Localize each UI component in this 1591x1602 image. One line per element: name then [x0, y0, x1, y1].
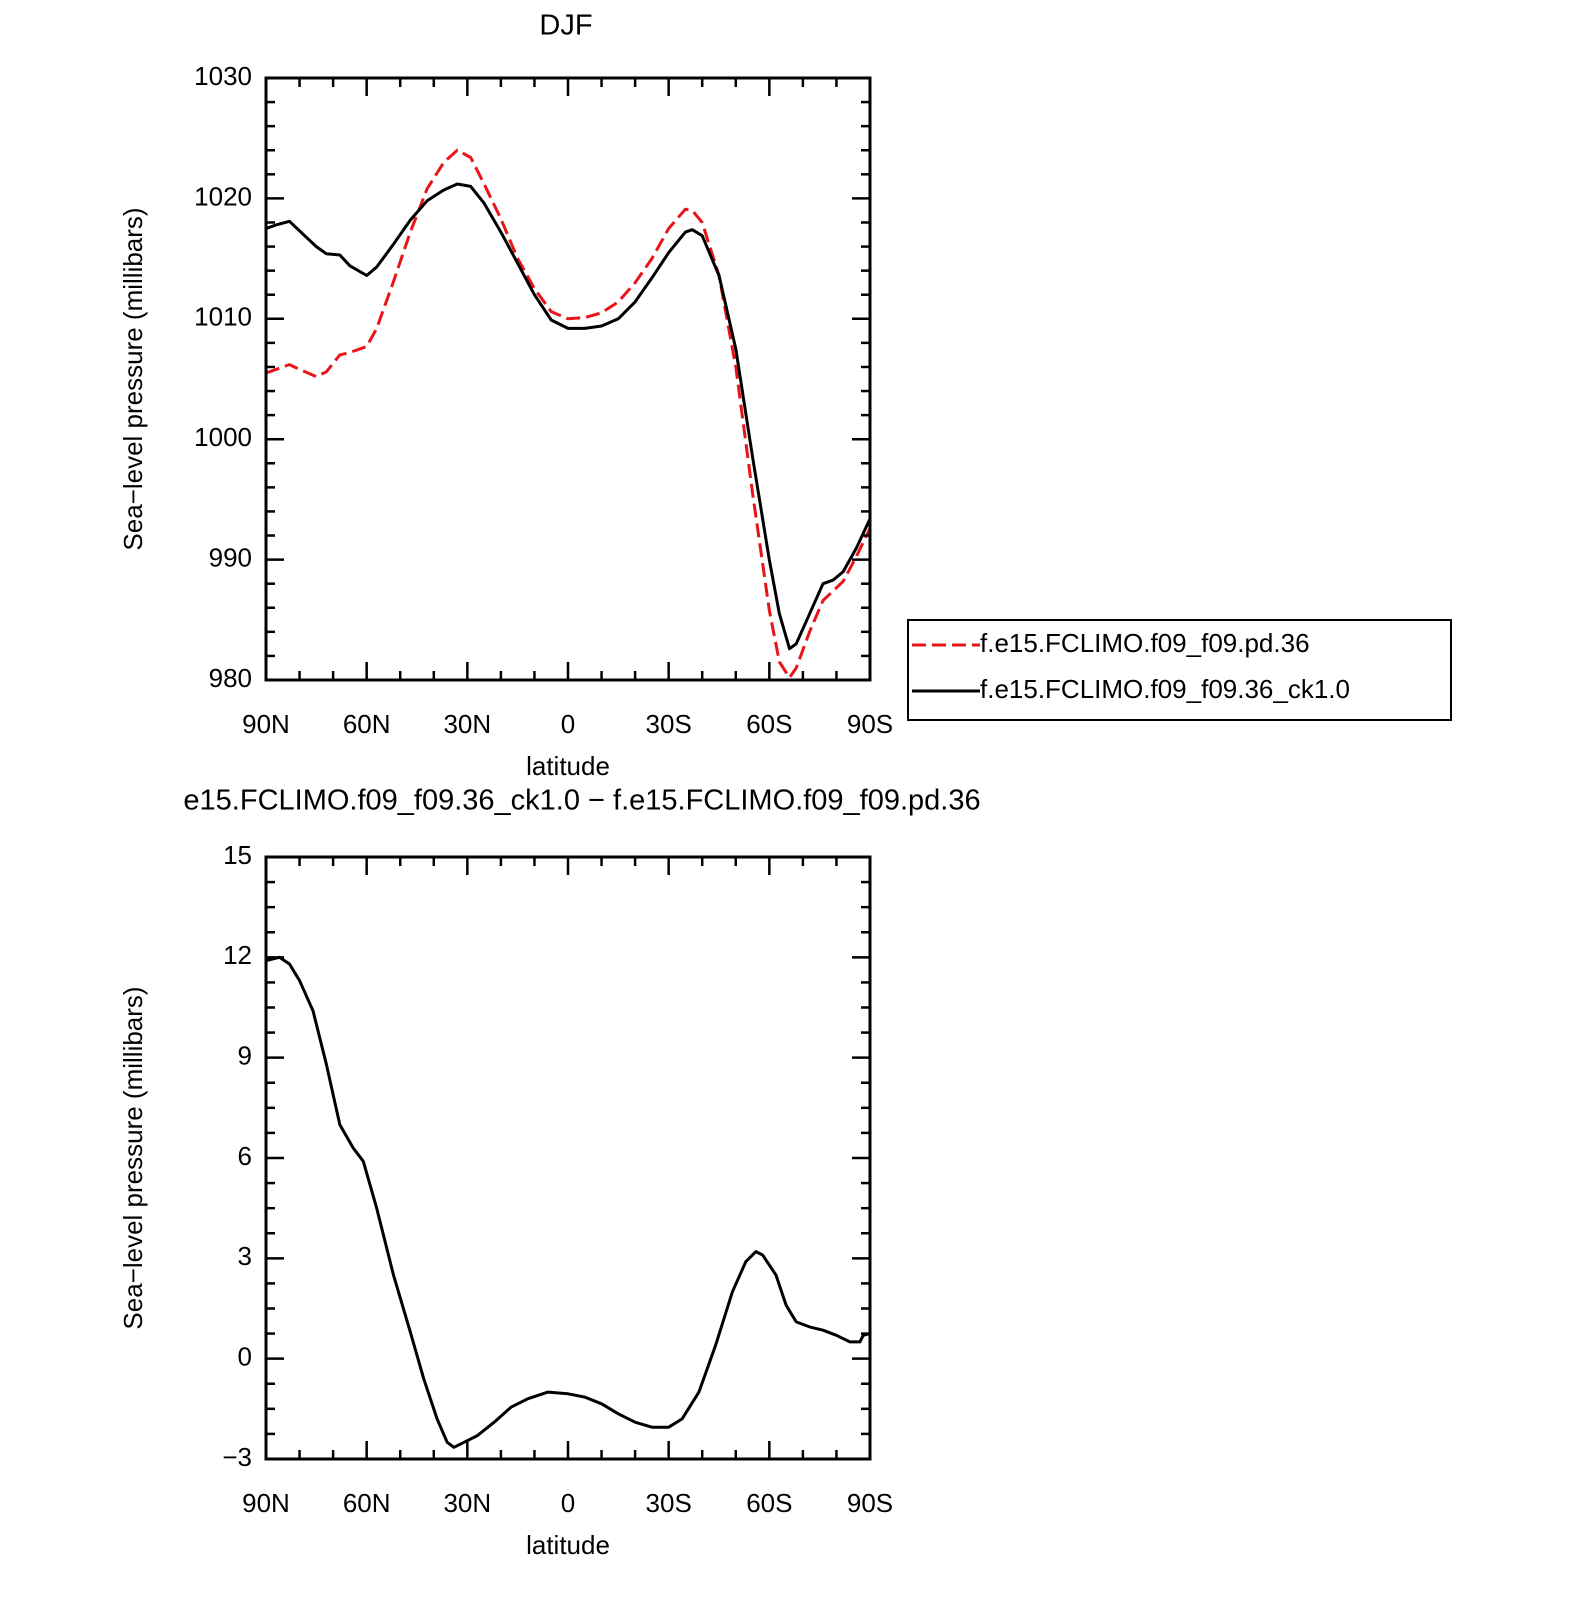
y-tick-label: −3 — [222, 1442, 252, 1472]
y-tick-label: 1030 — [194, 61, 252, 91]
x-tick-label: 30S — [646, 709, 692, 739]
y-tick-label: 1000 — [194, 422, 252, 452]
x-tick-label: 90N — [242, 709, 290, 739]
y-tick-label: 9 — [238, 1041, 252, 1071]
plot-frame — [264, 76, 872, 682]
y-tick-label: 15 — [223, 840, 252, 870]
x-tick-label: 30N — [443, 1488, 491, 1518]
y-tick-label: 1010 — [194, 302, 252, 332]
y-tick-label: 990 — [209, 542, 252, 572]
line — [265, 955, 871, 1449]
y-tick-label: 980 — [209, 663, 252, 693]
y-tick-label: 6 — [238, 1141, 252, 1171]
y-axis-label: Sea−level pressure (millibars) — [118, 986, 148, 1329]
x-tick-label: 60N — [343, 709, 391, 739]
x-tick-label: 60S — [746, 1488, 792, 1518]
x-tick-label: 30N — [443, 709, 491, 739]
x-tick-label: 90S — [847, 1488, 893, 1518]
x-axis-label: latitude — [526, 1530, 610, 1560]
chart-title: e15.FCLIMO.f09_f09.36_ck1.0 − f.e15.FCLI… — [183, 785, 980, 817]
x-tick-label: 0 — [561, 1488, 575, 1518]
y-tick-label: 3 — [238, 1241, 252, 1271]
x-tick-label: 0 — [561, 709, 575, 739]
chart-title: DJF — [539, 10, 592, 42]
y-tick-label: 1020 — [194, 181, 252, 211]
line — [265, 182, 872, 651]
x-tick-label: 60N — [343, 1488, 391, 1518]
legend-box — [907, 619, 1452, 721]
plot-frame — [264, 855, 872, 1461]
y-tick-label: 0 — [238, 1342, 252, 1372]
line — [265, 148, 872, 680]
x-tick-label: 90N — [242, 1488, 290, 1518]
x-tick-label: 90S — [847, 709, 893, 739]
x-tick-label: 60S — [746, 709, 792, 739]
x-axis-label: latitude — [526, 751, 610, 781]
legend-label: f.e15.FCLIMO.f09_f09.36_ck1.0 — [980, 674, 1350, 704]
y-axis-label: Sea−level pressure (millibars) — [118, 207, 148, 550]
legend-label: f.e15.FCLIMO.f09_f09.pd.36 — [980, 628, 1310, 658]
x-tick-label: 30S — [646, 1488, 692, 1518]
y-tick-label: 12 — [223, 940, 252, 970]
